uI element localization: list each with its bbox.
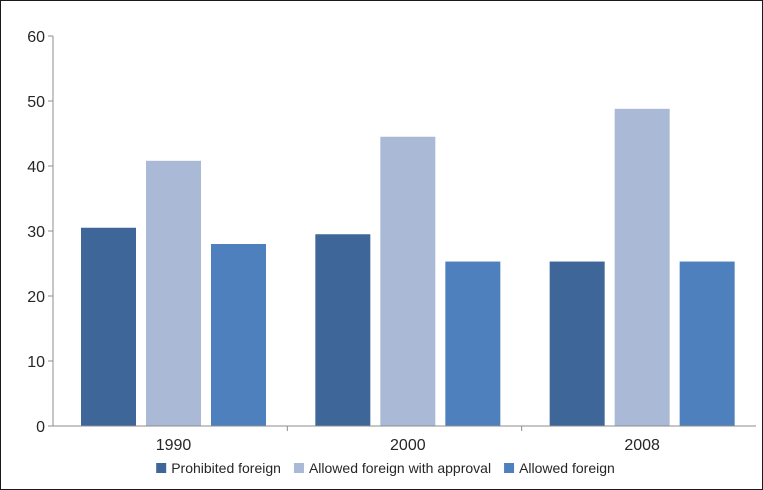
y-tick-label: 0 — [36, 419, 45, 436]
bar-2008-series-1 — [549, 261, 605, 426]
legend-label: Allowed foreign — [519, 460, 615, 476]
legend-label: Prohibited foreign — [171, 460, 281, 476]
legend-item: Allowed foreign — [504, 460, 615, 476]
y-tick-label: 20 — [27, 289, 45, 306]
y-tick-label: 60 — [27, 29, 45, 46]
y-tick-label: 40 — [27, 159, 45, 176]
bar-1990-series-1 — [81, 227, 136, 426]
y-tick-label: 10 — [27, 354, 45, 371]
bar-2008-series-2 — [614, 108, 670, 427]
bar-2000-series-3 — [445, 261, 501, 426]
bar-2000-series-1 — [315, 234, 371, 426]
legend-swatch — [293, 463, 304, 473]
y-axis: 0 10 20 30 40 50 60 — [27, 29, 54, 436]
bar-2000-series-2 — [380, 136, 436, 426]
legend-swatch — [504, 463, 515, 473]
y-tick-label: 50 — [27, 94, 45, 111]
bars — [81, 108, 735, 427]
x-axis: 1990 2000 2008 — [53, 425, 756, 454]
legend-swatch — [156, 463, 167, 473]
y-tick-label: 30 — [27, 224, 45, 241]
bar-2008-series-3 — [679, 261, 735, 426]
x-tick-label: 2008 — [624, 437, 660, 454]
bar-1990-series-2 — [146, 160, 201, 427]
x-tick-label: 1990 — [156, 437, 192, 454]
legend-label: Allowed foreign with approval — [309, 460, 491, 476]
x-tick-label: 2000 — [390, 437, 426, 454]
bar-1990-series-3 — [211, 244, 266, 426]
legend: Prohibited foreign Allowed foreign with a… — [156, 460, 615, 476]
legend-item: Prohibited foreign — [156, 460, 281, 476]
legend-item: Allowed foreign with approval — [293, 460, 491, 476]
